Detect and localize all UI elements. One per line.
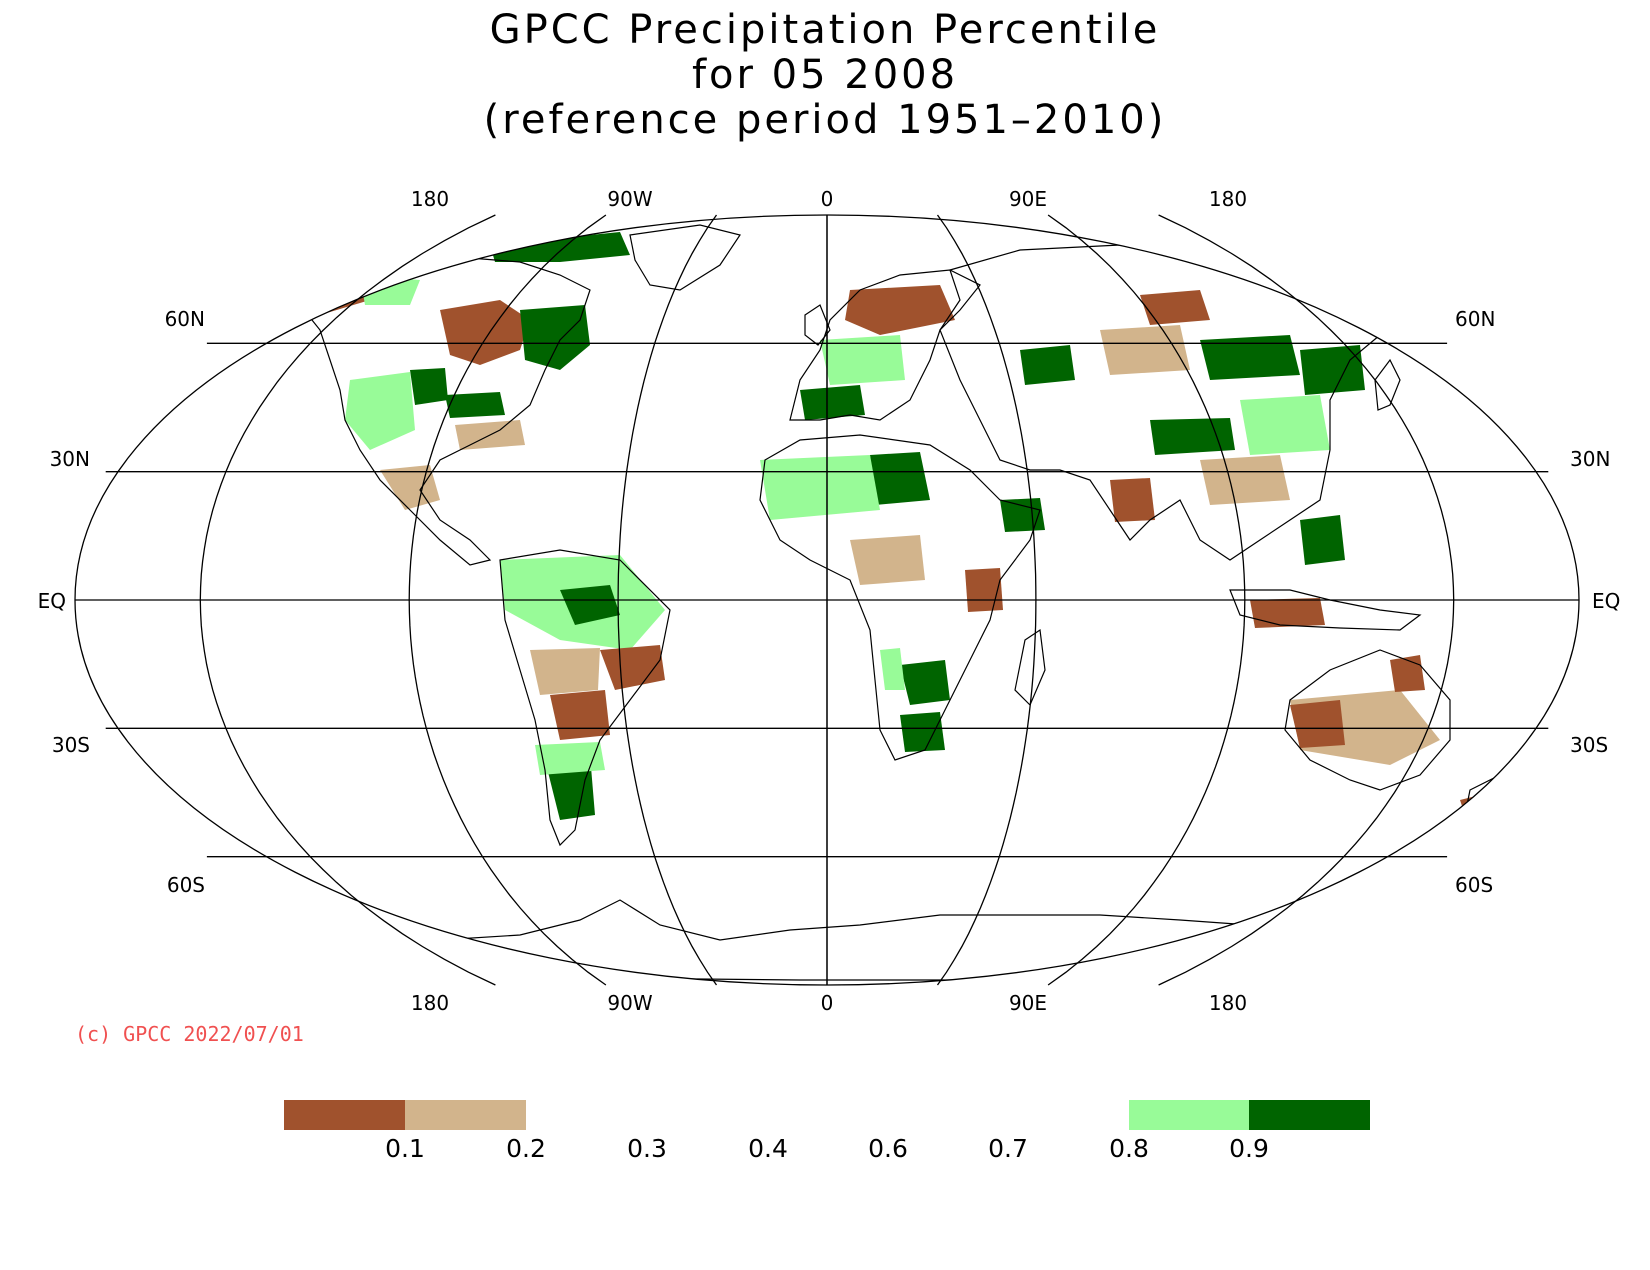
lon-label-bottom-90e: 90E: [1009, 991, 1047, 1015]
patch-europe-darkgreen: [800, 385, 865, 420]
lat-label-right-30s: 30S: [1570, 733, 1608, 757]
patch-usa-lightgreen: [345, 372, 415, 450]
patch-africa-tan: [850, 535, 925, 585]
legend-tick-0-2: 0.2: [506, 1134, 546, 1163]
graticule: [75, 214, 1579, 986]
lat-label-left-60s: 60S: [167, 873, 205, 897]
patch-argentina-brown: [550, 690, 610, 740]
lon-label-top-0: 0: [821, 187, 834, 211]
legend-swatch-1: [405, 1100, 526, 1130]
legend-tick-0-8: 0.8: [1109, 1134, 1149, 1163]
patch-southern-africa-darkgreen: [900, 660, 950, 705]
title-line-3: (reference period 1951–2010): [483, 97, 1167, 143]
patch-central-asia-darkgreen: [1020, 345, 1075, 385]
patch-usa-darkgreen-2: [445, 392, 505, 418]
legend-tick-0-1: 0.1: [385, 1134, 425, 1163]
lon-label-bottom-180w: 180: [411, 991, 449, 1015]
legend-swatch-2: [1129, 1100, 1249, 1130]
patch-siberia-brown: [1140, 290, 1210, 325]
title-line-1: GPCC Precipitation Percentile: [489, 7, 1161, 53]
lat-label-left-30n: 30N: [50, 447, 90, 471]
coast-indonesia: [1229, 589, 1422, 631]
patch-siberia-darkgreen: [1200, 335, 1300, 380]
coast-madagascar: [1014, 628, 1046, 707]
legend-tick-0-9: 0.9: [1229, 1134, 1269, 1163]
lon-label-bottom-180e: 180: [1209, 991, 1247, 1015]
legend-swatches: [284, 1100, 1370, 1130]
map-border: [74, 214, 1580, 986]
patch-brazil-brown: [600, 645, 665, 690]
legend-swatch-0: [284, 1100, 405, 1130]
lon-label-bottom-90w: 90W: [607, 991, 652, 1015]
lon-labels-top: 180 90W 0 90E 180: [411, 187, 1247, 211]
coast-south-america: [499, 549, 671, 847]
patch-far-east-darkgreen: [1300, 345, 1365, 395]
patch-china-tan: [1200, 455, 1290, 505]
coast-north-america: [289, 257, 591, 566]
patch-arctic-darkgreen: [490, 232, 630, 262]
patch-indonesia-brown: [1250, 598, 1325, 628]
patch-australia-brown-2: [1390, 655, 1425, 692]
coast-africa: [759, 434, 1041, 761]
legend-tick-0-3: 0.3: [627, 1134, 667, 1163]
lon-label-bottom-0: 0: [821, 991, 834, 1015]
lon-labels-bottom: 180 90W 0 90E 180: [411, 991, 1247, 1015]
legend-tick-0-4: 0.4: [748, 1134, 788, 1163]
lat-label-right-60n: 60N: [1455, 307, 1495, 331]
copyright-notice: (c) GPCC 2022/07/01: [75, 1022, 304, 1046]
lon-label-top-180e: 180: [1209, 187, 1247, 211]
patch-east-africa-brown: [965, 568, 1003, 612]
patch-canada-darkgreen: [520, 305, 590, 370]
patch-amazon-darkgreen: [560, 585, 620, 625]
coast-antarctica: [387, 899, 1322, 981]
coast-europe: [789, 269, 981, 421]
legend-tick-0-7: 0.7: [988, 1134, 1028, 1163]
coast-japan: [1374, 358, 1401, 411]
patch-sahel-darkgreen: [870, 452, 930, 505]
patch-southern-africa-darkgreen-2: [900, 712, 945, 752]
legend-swatch-3: [1249, 1100, 1370, 1130]
patch-se-asia-darkgreen: [1300, 515, 1345, 565]
legend-tick-0-6: 0.6: [868, 1134, 908, 1163]
patch-china-lightgreen: [1240, 395, 1330, 455]
lon-label-top-180w: 180: [411, 187, 449, 211]
patch-canada-brown: [440, 300, 530, 365]
lon-label-top-90w: 90W: [607, 187, 652, 211]
lat-label-left-eq: EQ: [38, 589, 66, 613]
patch-southern-africa-lightgreen: [880, 648, 905, 690]
lat-label-right-eq: EQ: [1592, 589, 1620, 613]
legend-ticks: 0.1 0.2 0.3 0.4 0.6 0.7 0.8 0.9: [385, 1134, 1269, 1163]
patch-australia-brown: [1290, 700, 1345, 748]
coast-uk: [804, 304, 831, 346]
patch-usa-darkgreen: [410, 368, 448, 405]
lat-label-left-60n: 60N: [165, 307, 205, 331]
map-title: GPCC Precipitation Percentile for 05 200…: [0, 8, 1650, 143]
title-line-2: for 05 2008: [691, 52, 959, 98]
lat-label-right-30n: 30N: [1570, 447, 1610, 471]
patch-horn-darkgreen: [1000, 498, 1045, 532]
coast-australia: [1284, 649, 1451, 791]
patch-europe-lightgreen: [820, 335, 905, 385]
patch-argentina-tan: [530, 648, 600, 695]
coastlines: [289, 224, 1516, 981]
patch-europe-brown: [845, 285, 955, 335]
lat-labels: 60N 30N EQ 30S 60S 60N 30N EQ 30S 60S: [38, 307, 1621, 897]
lat-label-right-60s: 60S: [1455, 873, 1493, 897]
patch-india-brown: [1110, 478, 1155, 522]
patch-patagonia-lightgreen: [535, 742, 605, 775]
coast-greenland: [629, 224, 741, 291]
lon-label-top-90e: 90E: [1009, 187, 1047, 211]
lat-label-left-30s: 30S: [52, 733, 90, 757]
